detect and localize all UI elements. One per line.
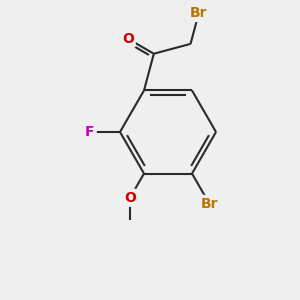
Text: Br: Br — [201, 197, 218, 211]
Text: Br: Br — [190, 6, 208, 20]
Text: O: O — [124, 191, 136, 205]
Text: F: F — [85, 125, 95, 139]
Text: O: O — [122, 32, 134, 46]
